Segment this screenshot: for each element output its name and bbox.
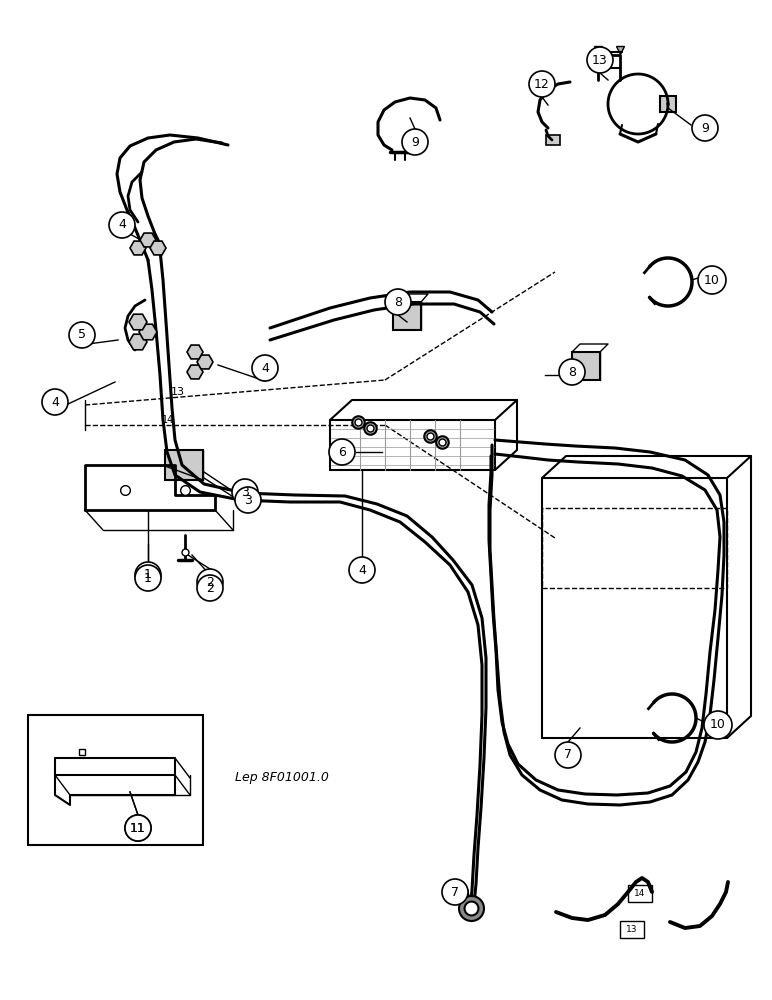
Text: 10: 10	[704, 273, 720, 286]
Circle shape	[135, 565, 161, 591]
Text: 10: 10	[710, 718, 726, 732]
Text: 12: 12	[534, 78, 550, 91]
Text: Lep 8F01001.0: Lep 8F01001.0	[235, 772, 329, 784]
Circle shape	[197, 575, 223, 601]
Bar	[660, 96, 676, 112]
Circle shape	[135, 562, 161, 588]
Text: 2: 2	[206, 582, 214, 594]
Circle shape	[559, 359, 585, 385]
Text: 4: 4	[261, 361, 269, 374]
Circle shape	[385, 289, 411, 315]
Circle shape	[125, 815, 151, 841]
Text: 7: 7	[451, 886, 459, 898]
Text: 6: 6	[338, 446, 346, 458]
Circle shape	[329, 439, 355, 465]
Text: 8: 8	[568, 365, 576, 378]
Circle shape	[349, 557, 375, 583]
Circle shape	[698, 266, 726, 294]
Circle shape	[402, 129, 428, 155]
Circle shape	[69, 322, 95, 348]
Text: 14: 14	[162, 415, 174, 425]
Text: 3: 3	[244, 493, 252, 506]
Circle shape	[109, 212, 135, 238]
Bar	[393, 302, 421, 330]
Circle shape	[42, 389, 68, 415]
Text: 4: 4	[51, 395, 59, 408]
Bar	[546, 135, 560, 145]
Text: 3: 3	[241, 486, 249, 498]
Circle shape	[197, 569, 223, 595]
Text: 9: 9	[411, 135, 419, 148]
Bar	[620, 921, 644, 938]
Circle shape	[555, 742, 581, 768]
Circle shape	[252, 355, 278, 381]
Text: 2: 2	[206, 576, 214, 588]
Text: 4: 4	[118, 219, 126, 232]
Text: 8: 8	[394, 296, 402, 308]
Text: 14: 14	[635, 890, 645, 898]
Circle shape	[587, 47, 613, 73]
Circle shape	[529, 71, 555, 97]
Bar	[542, 508, 727, 588]
Bar	[165, 450, 203, 480]
Circle shape	[704, 711, 732, 739]
Bar	[628, 885, 652, 902]
Circle shape	[692, 115, 718, 141]
Text: 5: 5	[78, 328, 86, 342]
Text: 9: 9	[701, 121, 709, 134]
Bar	[28, 715, 203, 845]
Text: 1: 1	[144, 572, 152, 584]
Circle shape	[232, 479, 258, 505]
Text: 7: 7	[564, 748, 572, 762]
Text: 13: 13	[592, 53, 608, 66]
Text: 11: 11	[130, 822, 146, 834]
Circle shape	[125, 815, 151, 841]
Circle shape	[235, 487, 261, 513]
Text: 13: 13	[626, 926, 638, 934]
Text: 11: 11	[130, 822, 146, 834]
Bar	[572, 352, 600, 380]
Text: 13: 13	[171, 387, 185, 397]
Text: 1: 1	[144, 568, 152, 582]
Text: 4: 4	[358, 564, 366, 576]
Circle shape	[442, 879, 468, 905]
